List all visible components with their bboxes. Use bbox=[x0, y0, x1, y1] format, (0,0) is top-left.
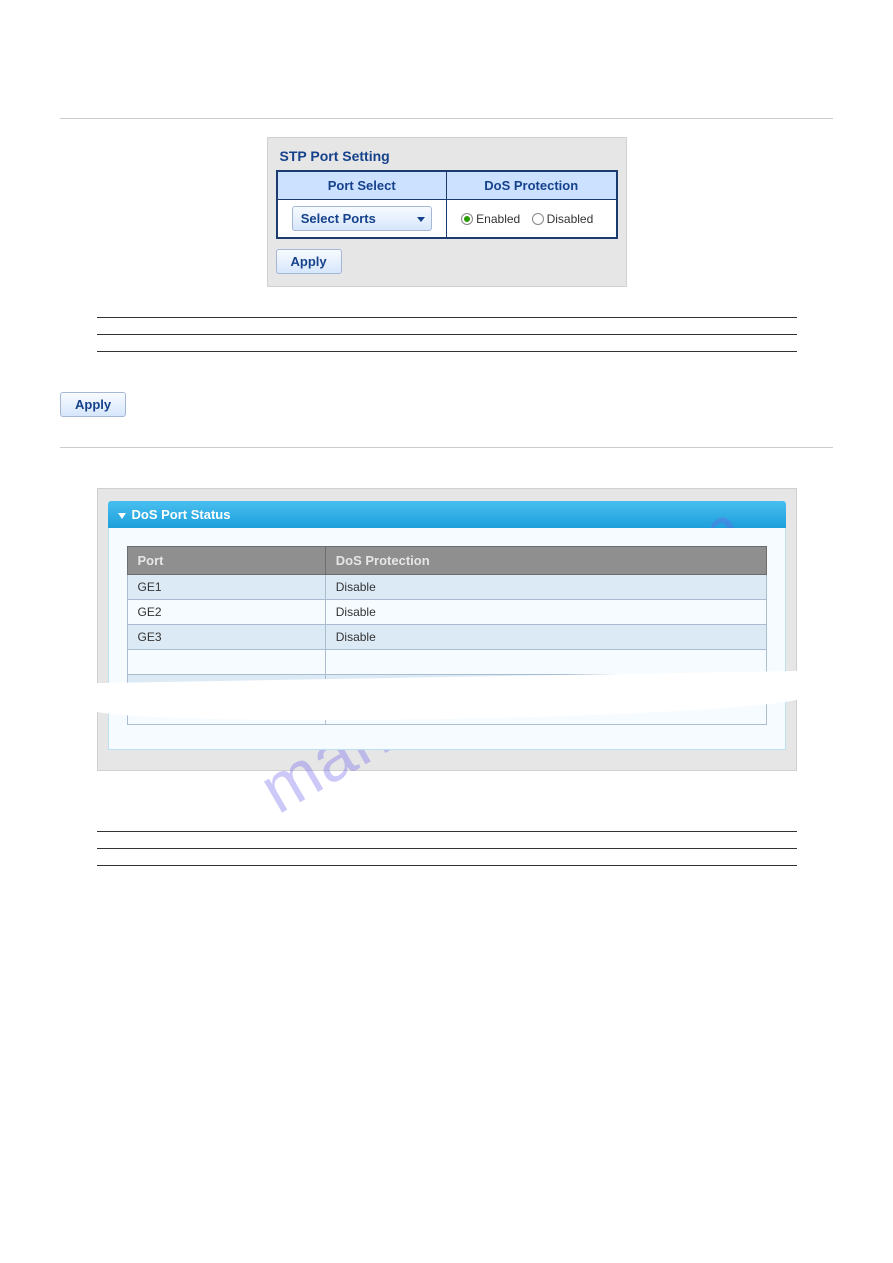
port-cell: GE2 bbox=[127, 600, 325, 625]
table-row: GE2 Disable bbox=[127, 600, 766, 625]
dos-port-status-title: DoS Port Status bbox=[132, 507, 231, 522]
table-row bbox=[97, 832, 797, 849]
column-header-dos-protection: DoS Protection bbox=[325, 547, 766, 575]
table-row: GE1 Disable bbox=[127, 575, 766, 600]
apply-button[interactable]: Apply bbox=[60, 392, 126, 417]
status-cell: Disable bbox=[325, 625, 766, 650]
column-header-port-select: Port Select bbox=[277, 171, 447, 200]
collapse-triangle-icon bbox=[118, 513, 126, 519]
dos-protection-enabled-option[interactable]: Enabled bbox=[461, 212, 523, 226]
desc-text-cell bbox=[293, 849, 797, 866]
radio-disabled-icon bbox=[532, 213, 544, 225]
desc-text-cell bbox=[293, 318, 797, 335]
apply-button[interactable]: Apply bbox=[276, 249, 342, 274]
status-cell: Disable bbox=[325, 575, 766, 600]
radio-disabled-label: Disabled bbox=[547, 212, 594, 226]
dos-port-status-panel: DoS Port Status Port DoS Protection GE1 … bbox=[97, 488, 797, 771]
table-row: GE3 Disable bbox=[127, 625, 766, 650]
field-description-table bbox=[97, 831, 797, 866]
dos-protection-disabled-option[interactable]: Disabled bbox=[532, 212, 594, 226]
desc-text-cell bbox=[293, 832, 797, 849]
desc-object-cell bbox=[97, 832, 293, 849]
table-row bbox=[97, 318, 797, 335]
radio-enabled-label: Enabled bbox=[476, 212, 520, 226]
status-cell: Disable bbox=[325, 600, 766, 625]
select-ports-label: Select Ports bbox=[301, 211, 376, 226]
divider bbox=[60, 118, 833, 119]
column-header-dos-protection: DoS Protection bbox=[446, 171, 616, 200]
port-cell: GE1 bbox=[127, 575, 325, 600]
table-row bbox=[97, 849, 797, 866]
desc-object-cell bbox=[97, 318, 293, 335]
stp-port-setting-table: Port Select DoS Protection Select Ports … bbox=[276, 170, 618, 239]
table-row bbox=[97, 335, 797, 352]
desc-object-cell bbox=[97, 335, 293, 352]
table-row bbox=[127, 650, 766, 675]
desc-text-cell bbox=[293, 335, 797, 352]
stp-port-setting-panel: STP Port Setting Port Select DoS Protect… bbox=[267, 137, 627, 287]
page-content: STP Port Setting Port Select DoS Protect… bbox=[0, 0, 893, 926]
radio-enabled-icon bbox=[461, 213, 473, 225]
port-cell: GE3 bbox=[127, 625, 325, 650]
chevron-down-icon bbox=[417, 217, 425, 222]
divider bbox=[60, 447, 833, 448]
dos-port-status-header[interactable]: DoS Port Status bbox=[108, 501, 786, 528]
stp-panel-title: STP Port Setting bbox=[276, 146, 618, 170]
desc-object-cell bbox=[97, 849, 293, 866]
status-cell bbox=[325, 650, 766, 675]
port-cell bbox=[127, 650, 325, 675]
column-header-port: Port bbox=[127, 547, 325, 575]
dos-port-status-body: Port DoS Protection GE1 Disable GE2 Disa… bbox=[108, 528, 786, 750]
field-description-table bbox=[97, 317, 797, 352]
select-ports-dropdown[interactable]: Select Ports bbox=[292, 206, 432, 231]
